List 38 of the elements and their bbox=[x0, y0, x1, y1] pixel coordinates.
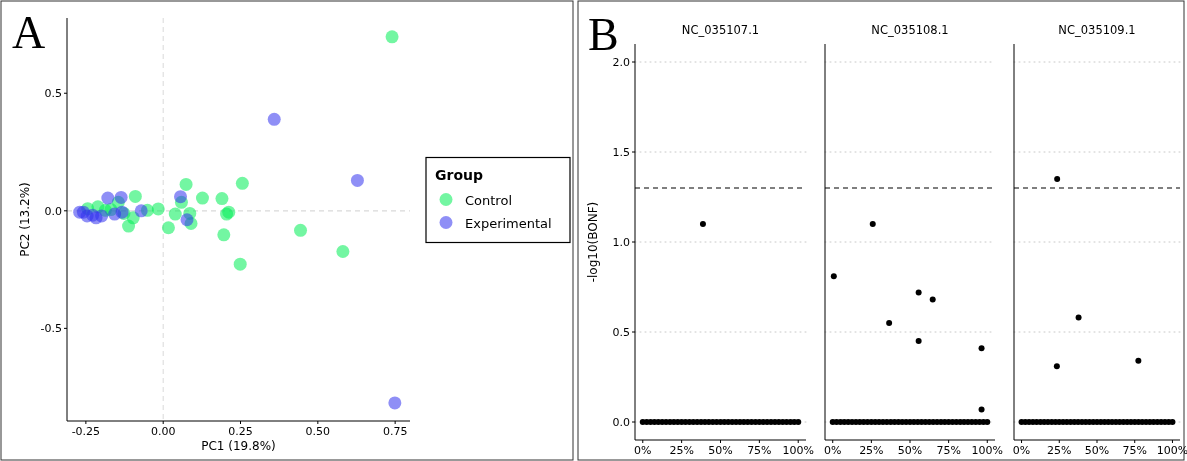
x-tick-label: 100% bbox=[782, 444, 814, 457]
x-tick-label: -0.25 bbox=[71, 425, 101, 438]
y-tick-label: 0.5 bbox=[612, 326, 630, 339]
x-tick-label: 75% bbox=[1122, 444, 1147, 457]
x-tick-label: 0% bbox=[1012, 444, 1031, 457]
x-tick-label: 100% bbox=[1156, 444, 1187, 457]
chart-title: NC_035107.1 bbox=[681, 23, 760, 37]
x-tick-label: 25% bbox=[859, 444, 884, 457]
text: A bbox=[12, 7, 46, 58]
legend-label: Experimental bbox=[465, 215, 552, 231]
legend-title: Group bbox=[435, 166, 484, 183]
y-tick-label: -0.5 bbox=[40, 322, 62, 336]
y-tick-label: 0.0 bbox=[612, 416, 630, 429]
y-axis-title: -log10(BONF) bbox=[586, 201, 600, 283]
x-tick-label: 50% bbox=[1084, 444, 1110, 457]
x-tick-label: 25% bbox=[669, 444, 694, 457]
x-tick-label: 0.25 bbox=[228, 425, 253, 438]
y-tick-label: 1.0 bbox=[612, 236, 630, 249]
x-tick-label: 50% bbox=[897, 444, 923, 457]
x-tick-label: 50% bbox=[708, 444, 733, 457]
y-tick-label: 0.0 bbox=[44, 204, 62, 218]
x-tick-label: 0% bbox=[824, 444, 842, 457]
legend-label: Control bbox=[465, 192, 512, 208]
x-tick-label: 100% bbox=[971, 444, 1003, 457]
x-tick-label: 0.75 bbox=[382, 425, 408, 438]
y-tick-label: 1.5 bbox=[612, 146, 630, 159]
x-tick-label: 75% bbox=[936, 444, 961, 457]
x-tick-label: 0.50 bbox=[305, 425, 331, 438]
y-tick-label: 2.0 bbox=[612, 56, 630, 69]
x-tick-label: 25% bbox=[1047, 444, 1072, 457]
x-tick-label: 75% bbox=[747, 444, 772, 457]
y-axis-title: PC2 (13.2%) bbox=[18, 182, 32, 257]
y-tick-label: 0.5 bbox=[44, 87, 62, 101]
chart-title: NC_035109.1 bbox=[1058, 23, 1136, 37]
x-axis-title: PC1 (19.8%) bbox=[201, 439, 276, 453]
x-tick-label: 0% bbox=[634, 444, 652, 457]
x-tick-label: 0.00 bbox=[150, 425, 176, 438]
chart-title: NC_035108.1 bbox=[871, 23, 949, 37]
